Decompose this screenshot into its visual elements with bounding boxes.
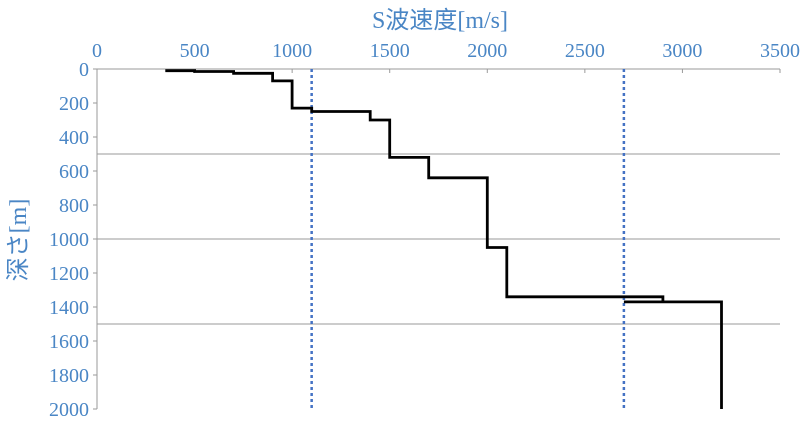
x-tick-label: 1500 [370, 40, 410, 62]
x-tick-label: 500 [180, 40, 210, 62]
x-tick-label: 1000 [272, 40, 312, 62]
y-tick-label: 1400 [49, 297, 89, 319]
y-tick-label: 600 [59, 161, 89, 183]
series-layer [165, 69, 723, 409]
y-tick-label: 400 [59, 127, 89, 149]
y-tick-label: 800 [59, 195, 89, 217]
y-tick-labels: 0 200 400 600 800 1000 1200 1400 1600 1800 2000 [49, 59, 89, 421]
y-axis-title: 深さ[m] [5, 199, 32, 282]
x-tick-labels: 0 500 1000 1500 2000 2500 3000 3500 [92, 40, 800, 62]
y-tick-label: 1600 [49, 331, 89, 353]
x-tick-label: 0 [92, 40, 102, 62]
reference-lines [310, 69, 626, 409]
grid-lines [93, 68, 781, 410]
y-tick-label: 0 [79, 59, 89, 81]
y-tick-label: 2000 [49, 399, 89, 421]
x-tick-label: 2000 [467, 40, 507, 62]
x-tick-label: 2500 [565, 40, 605, 62]
y-tick-label: 1800 [49, 365, 89, 387]
x-tick-label: 3500 [760, 40, 800, 62]
y-tick-label: 200 [59, 93, 89, 115]
x-axis-title: S波速度[m/s] [372, 7, 508, 34]
x-tick-label: 3000 [662, 40, 702, 62]
y-tick-label: 1000 [49, 229, 89, 251]
y-tick-label: 1200 [49, 263, 89, 285]
series-line-1 [165, 69, 723, 409]
